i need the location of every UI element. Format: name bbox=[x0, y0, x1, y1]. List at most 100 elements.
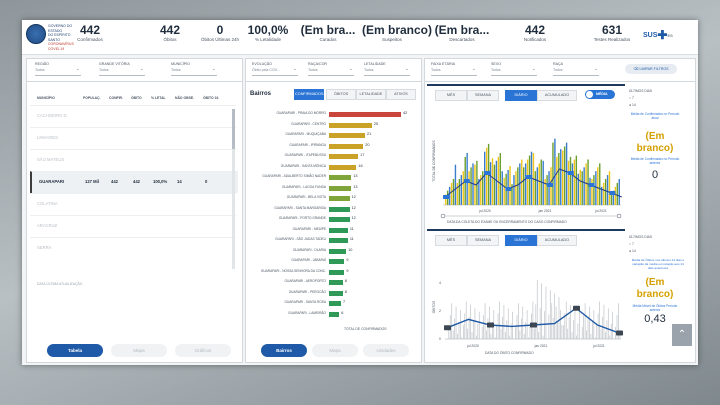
clear-filters-button[interactable]: ⌫ LIMPAR FILTROS bbox=[625, 64, 677, 74]
bairro-row[interactable]: GUARAPARI - LAMEIRÃO 6 bbox=[246, 311, 414, 317]
bairros-button[interactable]: Bairros bbox=[261, 344, 307, 357]
bairro-bar[interactable] bbox=[329, 280, 343, 285]
column-header[interactable]: ÓBITO 24 bbox=[203, 96, 219, 100]
table-row[interactable]: ARACRUZ bbox=[30, 215, 236, 237]
bairro-bar[interactable] bbox=[329, 227, 348, 233]
bairro-row[interactable]: GUARAPARI - ADALBERTO SIMÃO NADER 13 bbox=[246, 174, 414, 180]
bairro-row[interactable]: GUARAPARI - MEAÍPE 11 bbox=[246, 227, 414, 233]
bairro-bar[interactable] bbox=[329, 301, 341, 306]
tab-1[interactable]: ÓBITOS bbox=[326, 89, 356, 100]
filter-dropdown[interactable]: Todos bbox=[308, 66, 354, 76]
graficos-button[interactable]: Gráficos bbox=[175, 344, 231, 357]
bairro-bar[interactable] bbox=[329, 269, 345, 275]
filter-dropdown[interactable]: Todos bbox=[99, 66, 145, 76]
bairro-bar[interactable] bbox=[329, 290, 343, 296]
bairro-bar[interactable] bbox=[329, 143, 364, 149]
bairro-row[interactable]: GUARAPARI - LAGOA FUNDA 13 bbox=[246, 185, 414, 191]
top-legend-14[interactable]: ● 14 bbox=[629, 103, 636, 107]
bairro-row[interactable]: GUARAPARI - PEROCÃO 8 bbox=[246, 290, 414, 296]
column-header[interactable]: CONFIR. bbox=[109, 96, 123, 100]
chart-tab-2[interactable]: DIÁRIO bbox=[505, 90, 537, 101]
bairro-bar[interactable] bbox=[329, 154, 359, 159]
top-legend-7[interactable]: ○ 7 bbox=[629, 96, 634, 100]
chart-tab-1[interactable]: SEMANA bbox=[467, 235, 499, 246]
chart-tab-0[interactable]: MÊS bbox=[435, 90, 467, 101]
bairro-row[interactable]: GUARAPARI - SANTA MARGARIDA 12 bbox=[246, 206, 414, 212]
kpi-value: 0 bbox=[216, 23, 224, 37]
bairro-row[interactable]: GUARAPARI - AEROPORTO 8 bbox=[246, 279, 414, 285]
mapa-button[interactable]: Mapa bbox=[111, 344, 167, 357]
filter-dropdown[interactable]: Todos bbox=[491, 66, 537, 76]
unidades-button[interactable]: Unidades bbox=[363, 344, 409, 357]
table-row[interactable]: LINHARES bbox=[30, 127, 236, 149]
table-row[interactable]: COLATINA bbox=[30, 193, 236, 215]
tab-3[interactable]: ATIVOS bbox=[386, 89, 416, 100]
bairro-bar[interactable] bbox=[329, 133, 365, 138]
chart-tab-0[interactable]: MÊS bbox=[435, 235, 467, 246]
bairro-bar[interactable] bbox=[329, 238, 348, 243]
filter-1[interactable]: RAÇA/COR Todos bbox=[308, 62, 354, 76]
chart-tab-3[interactable]: ACUMULADO bbox=[537, 235, 577, 246]
table-scrollbar[interactable] bbox=[232, 109, 235, 269]
chart-tab-1[interactable]: SEMANA bbox=[467, 90, 499, 101]
confirmed-bar bbox=[608, 171, 611, 205]
bairro-row[interactable]: GUARAPARI - MUQUIÇABA 21 bbox=[246, 132, 414, 138]
bairro-row[interactable]: GUARAPARI - IPIRANGA 20 bbox=[246, 143, 414, 149]
filter-2[interactable]: MUNICÍPIO Todos bbox=[171, 62, 217, 76]
bairro-bar[interactable] bbox=[329, 196, 350, 201]
table-row[interactable]: SERRA bbox=[30, 237, 236, 259]
filter-dropdown[interactable]: Todos bbox=[364, 66, 410, 76]
bairro-row[interactable]: GUARAPARI - JABARAÍ 9 bbox=[246, 258, 414, 264]
column-header[interactable]: MUNICÍPIO bbox=[37, 96, 55, 100]
bairro-row[interactable]: GUARAPARI - PRAIA DO MORRO 42 bbox=[246, 111, 414, 117]
scroll-up-button[interactable]: ⌃ bbox=[672, 324, 692, 346]
bairro-row[interactable]: GUARAPARI - OLARIA 10 bbox=[246, 248, 414, 254]
tab-0[interactable]: CONFIRMADOS bbox=[294, 89, 324, 100]
bottom-legend-7[interactable]: ○ 7 bbox=[629, 242, 634, 246]
bairro-bar[interactable] bbox=[329, 112, 401, 117]
filter-1[interactable]: GRANDE VITÓRIA Todos bbox=[99, 62, 145, 76]
table-row[interactable]: GUARAPARI 127 Mil 442 442 100,0% 14 0 bbox=[30, 171, 238, 193]
bairro-bar[interactable] bbox=[329, 206, 350, 212]
column-header[interactable]: ÓBITO bbox=[131, 96, 142, 100]
column-header[interactable]: POPULAÇ. bbox=[83, 96, 101, 100]
filter-1[interactable]: SEXO Todos bbox=[491, 62, 537, 76]
bairro-bar[interactable] bbox=[329, 185, 352, 191]
bairro-row[interactable]: GUARAPARI - SÃO JUDAS TADEU 11 bbox=[246, 237, 414, 243]
filter-0[interactable]: EVOLUÇÃO Óbito pela COV... bbox=[252, 62, 298, 76]
tab-2[interactable]: LETALIDADE bbox=[356, 89, 386, 100]
bairro-bar[interactable] bbox=[329, 311, 340, 317]
filter-2[interactable]: LETALIDADE Todos bbox=[364, 62, 410, 76]
tabela-button[interactable]: Tabela bbox=[47, 344, 103, 357]
media-toggle[interactable]: MÉDIA bbox=[585, 90, 615, 99]
table-row[interactable]: SÃO MATEUS bbox=[30, 149, 236, 171]
bairro-row[interactable]: GUARAPARI - CENTRO 25 bbox=[246, 122, 414, 128]
bairro-bar[interactable] bbox=[329, 175, 352, 180]
filter-dropdown[interactable]: Todos bbox=[553, 66, 599, 76]
bairro-bar[interactable] bbox=[329, 259, 345, 264]
bairro-row[interactable]: GUARAPARI - ITAPEBUSSU 17 bbox=[246, 153, 414, 159]
bairro-bar[interactable] bbox=[329, 164, 357, 170]
chart-tab-2[interactable]: DIÁRIO bbox=[505, 235, 537, 246]
filter-0[interactable]: REGIÃO Todos bbox=[35, 62, 81, 76]
bairro-row[interactable]: GUARAPARI - SANTA ROSA 7 bbox=[246, 300, 414, 306]
bairro-row[interactable]: GUARAPARI - SANTA MÔNICA 16 bbox=[246, 164, 414, 170]
filter-0[interactable]: FAIXA ETÁRIA Todos bbox=[431, 62, 477, 76]
bairro-bar[interactable] bbox=[329, 217, 350, 222]
bairro-row[interactable]: GUARAPARI - NOSSA SENHORA DA CONC. 9 bbox=[246, 269, 414, 275]
filter-dropdown[interactable]: Todos bbox=[431, 66, 477, 76]
column-header[interactable]: % LETAL bbox=[151, 96, 166, 100]
mid-mapa-button[interactable]: Mapa bbox=[312, 344, 358, 357]
bottom-legend-14[interactable]: ● 14 bbox=[629, 249, 636, 253]
column-header[interactable]: NÃO OBSE. bbox=[175, 96, 195, 100]
filter-dropdown[interactable]: Todos bbox=[35, 66, 81, 76]
bairro-bar[interactable] bbox=[329, 248, 347, 254]
bairro-row[interactable]: GUARAPARI - BELA VISTA 12 bbox=[246, 195, 414, 201]
table-row[interactable]: CACHOEIRO D. bbox=[30, 105, 236, 127]
filter-2[interactable]: RAÇA Todos bbox=[553, 62, 599, 76]
filter-dropdown[interactable]: Todos bbox=[171, 66, 217, 76]
bairro-row[interactable]: GUARAPARI - PORTO GRANDE 12 bbox=[246, 216, 414, 222]
chart-tab-3[interactable]: ACUMULADO bbox=[537, 90, 577, 101]
bairro-bar[interactable] bbox=[329, 122, 372, 128]
filter-dropdown[interactable]: Óbito pela COV... bbox=[252, 66, 298, 76]
